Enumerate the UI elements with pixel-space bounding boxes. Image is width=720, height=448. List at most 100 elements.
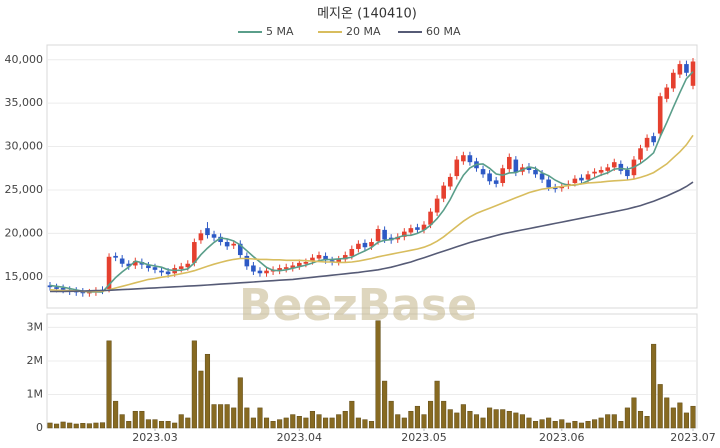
candle-body <box>539 173 545 180</box>
candle-body <box>677 64 683 75</box>
volume-bar <box>145 419 151 429</box>
volume-bar <box>375 320 381 429</box>
candle-body <box>579 177 584 181</box>
y-tick-label: 0 <box>36 421 43 434</box>
volume-bar <box>624 407 630 429</box>
candle-body <box>60 288 66 290</box>
volume-bar <box>598 417 604 429</box>
candle-body <box>480 169 486 175</box>
volume-bar <box>60 421 66 429</box>
candle-body <box>644 137 650 148</box>
volume-bar <box>329 417 335 429</box>
candle-body <box>690 61 696 86</box>
candle-body <box>178 266 184 269</box>
candle-body <box>231 243 237 246</box>
candle-body <box>362 242 368 248</box>
candle-body <box>657 96 663 134</box>
x-tick-label: 2023.04 <box>277 431 323 444</box>
candle-body <box>408 228 414 233</box>
candle-body <box>224 242 230 247</box>
volume-bar <box>106 340 112 429</box>
candle-body <box>349 248 355 256</box>
volume-bar <box>519 414 525 429</box>
candle-body <box>165 271 171 275</box>
volume-bar <box>546 417 552 429</box>
candle-body <box>572 178 578 184</box>
volume-bar <box>362 419 368 429</box>
y-tick-label: 35,000 <box>5 96 44 109</box>
candle-body <box>513 159 519 173</box>
ma-line <box>49 71 694 293</box>
volume-bar <box>178 414 184 429</box>
x-tick-label: 2023.07 <box>670 431 716 444</box>
volume-bar <box>323 417 329 429</box>
volume-bar <box>316 414 322 429</box>
volume-bar <box>198 370 204 429</box>
candle-body <box>441 185 446 199</box>
volume-bar <box>421 414 427 429</box>
candle-body <box>533 169 538 175</box>
volume-bar <box>172 422 178 429</box>
volume-bar <box>664 397 670 429</box>
volume-bar <box>683 412 689 429</box>
candle-body <box>113 255 118 258</box>
volume-bar <box>454 412 460 429</box>
candle-body <box>198 233 204 241</box>
candle-body <box>546 179 551 188</box>
volume-bar <box>99 422 106 429</box>
volume-bar <box>349 400 355 429</box>
candle-body <box>297 262 302 267</box>
volume-bar <box>651 343 657 429</box>
y-tick-label: 25,000 <box>5 183 44 196</box>
candle-body <box>382 229 387 240</box>
volume-bar <box>165 421 171 429</box>
candle-body <box>638 148 643 160</box>
volume-bar <box>93 422 99 429</box>
candle-body <box>277 268 282 271</box>
candle-body <box>329 260 335 262</box>
candle-body <box>211 234 217 238</box>
candle-body <box>454 159 460 177</box>
volume-bar <box>244 407 250 429</box>
candle-body <box>611 162 617 168</box>
price-frame <box>46 44 698 309</box>
volume-bar <box>467 410 473 429</box>
volume-bar <box>237 377 243 429</box>
x-tick-label: 2023.05 <box>401 431 447 444</box>
volume-bar <box>637 410 644 429</box>
x-tick-label: 2023.06 <box>539 431 585 444</box>
candle-body <box>585 174 591 180</box>
x-tick-label: 2023.03 <box>132 431 178 444</box>
volume-bar <box>303 417 309 429</box>
candle-body <box>87 292 92 294</box>
candle-body <box>218 236 223 243</box>
candle-body <box>237 243 243 256</box>
candle-body <box>303 261 309 264</box>
volume-bar <box>526 417 532 429</box>
candle-body <box>402 231 407 237</box>
candle-body <box>598 169 604 173</box>
candle-body <box>244 255 250 267</box>
volume-bar <box>677 402 683 429</box>
candle-body <box>192 242 197 263</box>
volume-bar <box>500 409 506 429</box>
candle-body <box>664 87 670 99</box>
volume-bar <box>395 414 401 429</box>
volume-bar <box>487 407 493 429</box>
legend-label: 60 MA <box>426 25 461 38</box>
candle-body <box>310 257 315 262</box>
volume-bar <box>191 340 197 429</box>
volume-bar <box>231 407 237 429</box>
volume-bar <box>382 380 388 429</box>
volume-bar <box>290 414 296 429</box>
volume-bar <box>283 417 289 429</box>
volume-bar <box>270 421 276 429</box>
volume-bar <box>54 423 60 429</box>
y-tick-label: 2M <box>27 354 44 367</box>
candle-body <box>290 265 296 269</box>
candle-body <box>428 211 433 225</box>
volume-bar <box>473 414 480 429</box>
volume-bar <box>47 422 53 429</box>
candle-body <box>461 155 466 162</box>
